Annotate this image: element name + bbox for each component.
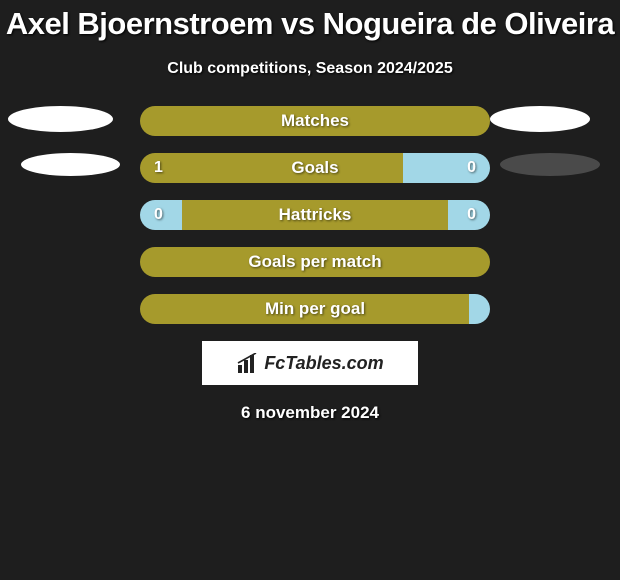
stat-bar: Min per goal — [140, 294, 490, 324]
bars-icon — [236, 353, 260, 373]
stat-label: Hattricks — [140, 200, 490, 230]
stat-bar: Matches — [140, 106, 490, 136]
oval-right — [500, 153, 600, 176]
stat-value-left: 0 — [154, 200, 163, 230]
stat-row: Matches — [0, 106, 620, 136]
stat-bar: Goals — [140, 153, 490, 183]
logo-text: FcTables.com — [264, 353, 383, 374]
comparison-widget: Axel Bjoernstroem vs Nogueira de Oliveir… — [0, 0, 620, 423]
page-title: Axel Bjoernstroem vs Nogueira de Oliveir… — [0, 6, 620, 42]
stat-label: Matches — [140, 106, 490, 136]
stat-label: Goals — [140, 153, 490, 183]
stat-row: Min per goal — [0, 294, 620, 324]
stat-bar: Goals per match — [140, 247, 490, 277]
stat-value-right: 0 — [467, 153, 476, 183]
stat-row: Hattricks0 0 — [0, 200, 620, 230]
stat-rows: MatchesGoals10Hattricks00Goals per match… — [0, 106, 620, 324]
stat-label: Goals per match — [140, 247, 490, 277]
date-text: 6 november 2024 — [0, 403, 620, 423]
oval-left — [21, 153, 120, 176]
logo-box[interactable]: FcTables.com — [202, 341, 418, 385]
stat-value-left: 1 — [154, 153, 163, 183]
stat-row: Goals1 0 — [0, 153, 620, 183]
oval-left — [8, 106, 113, 132]
stat-bar: Hattricks — [140, 200, 490, 230]
subtitle: Club competitions, Season 2024/2025 — [0, 60, 620, 78]
stat-value-right: 0 — [467, 200, 476, 230]
stat-label: Min per goal — [140, 294, 490, 324]
stat-row: Goals per match — [0, 247, 620, 277]
oval-right — [490, 106, 590, 132]
